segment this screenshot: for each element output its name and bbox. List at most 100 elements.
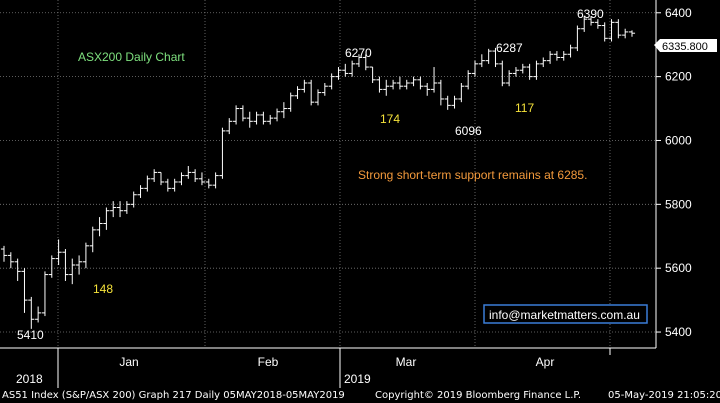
ohlc-bar [198,172,206,186]
chart-annotations: ASX200 Daily Chart Strong short-term sup… [17,7,717,342]
chart-axes: 6400 6200 6000 5800 5600 5400 Jan Feb Mar Apr 2018… [0,0,692,388]
price-label-6390: 6390 [577,7,604,21]
last-price-value: 6335.800 [662,41,708,53]
ohlc-bar [239,105,246,122]
ohlc-bar [390,79,397,90]
ohlc-bar [519,63,526,74]
ohlc-bar [601,22,608,42]
y-tick-label-5600: 5600 [665,261,692,275]
price-label-6096: 6096 [455,124,482,138]
ohlc-bar [512,67,520,77]
ohlc-bar [35,306,42,323]
ohlc-bar [410,76,417,87]
ohlc-bar [185,166,192,179]
ohlc-bar [574,25,581,52]
ohlc-bar [48,255,55,278]
ohlc-bar [62,249,69,281]
ohlc-bar [492,47,499,68]
y-tick-label-6400: 6400 [665,6,692,20]
ohlc-bar [628,30,636,37]
ohlc-bar [526,63,533,80]
ohlc-bar [205,178,212,189]
ohlc-bar [560,51,567,61]
ohlc-bar [82,242,89,269]
move-label-117: 117 [515,101,534,115]
ohlc-bar [430,67,438,93]
ohlc-bar [260,111,267,125]
ohlc-bar [253,111,260,125]
ohlc-bar [41,271,49,317]
ohlc-bar [451,95,458,109]
ohlc-bar [587,15,595,26]
ohlc-bar [178,172,185,186]
x-year-label-2018: 2018 [16,372,43,386]
ohlc-bar [396,76,403,90]
ohlc-bar [144,175,151,192]
ohlc-bar [308,79,315,106]
ohlc-bar [471,60,479,77]
ohlc-bar [437,79,444,106]
ohlc-bar [567,44,574,58]
ohlc-bar [294,86,301,99]
support-note: Strong short-term support remains at 628… [358,168,587,182]
ohlc-bar [116,201,124,218]
chart-grid [0,0,656,348]
ohlc-bar [444,95,451,110]
price-label-5410: 5410 [17,328,44,342]
ohlc-bar [314,89,322,106]
ohlc-bar [273,108,281,122]
footer-bar: AS51 Index (S&P/ASX 200) Graph 217 Daily… [0,388,720,403]
ohlc-bar [89,226,96,253]
ohlc-bar [233,105,240,125]
ohlc-bar [458,83,465,103]
x-year-label-2019: 2019 [344,372,371,386]
ohlc-bar [157,171,165,186]
website-link[interactable]: info@marketmatters.com.au [489,308,640,322]
ohlc-bar [76,255,83,275]
ohlc-bar [622,28,629,39]
ohlc-bar [103,207,110,230]
ohlc-bar [21,268,28,313]
ohlc-bar [267,114,274,125]
move-label-174: 174 [380,112,400,126]
ohlc-bar [55,239,62,265]
ohlc-bar [164,178,171,192]
ohlc-bar [212,172,219,189]
last-price-tag: 6335.800 [654,39,717,53]
ohlc-bar [123,201,130,214]
ohlc-bar [28,296,35,329]
ohlc-bar [533,60,540,80]
move-label-148: 148 [93,282,113,296]
x-month-label-jan: Jan [119,355,138,369]
x-month-label-mar: Mar [396,355,417,369]
footer-copyright: Copyright© 2019 Bloomberg Finance L.P. [375,390,582,401]
footer-index-info: AS51 Index (S&P/ASX 200) Graph 217 Daily… [2,390,345,401]
ohlc-bar [553,51,560,61]
ohlc-bar [110,201,117,218]
ohlc-bar [137,185,144,198]
ohlc-bar [342,63,349,77]
ohlc-bar [362,54,369,71]
footer-timestamp: 05-May-2019 21:05:20 [608,390,720,401]
y-tick-label-6000: 6000 [665,133,692,147]
y-tick-label-6200: 6200 [665,70,692,84]
ohlc-bar [171,178,178,192]
ohlc-bar [581,15,588,32]
ohlc-bar [7,252,14,269]
ohlc-bar [465,70,472,90]
ohlc-bar [335,67,342,80]
ohlc-bar [506,70,513,87]
ohlc-bar [615,19,622,39]
price-bars [0,15,636,329]
y-tick-label-5800: 5800 [665,197,692,211]
ohlc-bar [376,76,383,93]
ohlc-bar [301,79,308,93]
ohlc-bar [383,79,390,96]
ohlc-bar [478,54,485,68]
ohlc-bar [226,118,233,135]
ohlc-bar [287,92,294,112]
ohlc-bar [424,83,431,96]
ohlc-bar [219,127,226,179]
ohlc-bar [321,83,328,96]
ohlc-bar [151,169,158,182]
